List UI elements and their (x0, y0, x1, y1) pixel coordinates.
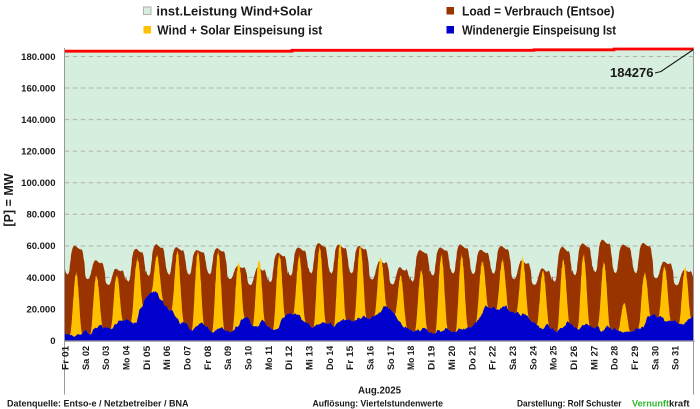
svg-text:Fr 08: Fr 08 (203, 346, 213, 370)
svg-text:Fr 22: Fr 22 (488, 346, 498, 370)
svg-text:Di 26: Di 26 (569, 346, 579, 370)
svg-text:Sa 23: Sa 23 (508, 346, 518, 370)
svg-text:Mo 18: Mo 18 (406, 346, 416, 370)
svg-text:Mi 27: Mi 27 (589, 346, 599, 370)
svg-text:Sa 02: Sa 02 (81, 346, 91, 370)
svg-text:inst.Leistung Wind+Solar: inst.Leistung Wind+Solar (156, 3, 312, 18)
svg-text:Datenquelle: Entso-e / Netzb: Datenquelle: Entso-e / Netzbetreiber / B… (7, 398, 189, 408)
svg-text:40.000: 40.000 (26, 273, 55, 284)
svg-text:80.000: 80.000 (26, 210, 55, 221)
svg-text:Fr 01: Fr 01 (60, 346, 70, 370)
svg-text:kraft: kraft (669, 398, 690, 408)
svg-text:140.000: 140.000 (21, 115, 55, 126)
svg-text:Mo 11: Mo 11 (264, 346, 274, 370)
svg-text:Auflösung: Viertelstundenwerte: Auflösung: Viertelstundenwerte (313, 398, 444, 408)
svg-text:20.000: 20.000 (26, 304, 55, 315)
svg-text:Wind + Solar Einspeisung ist: Wind + Solar Einspeisung ist (157, 22, 323, 37)
svg-text:Do 21: Do 21 (467, 346, 477, 370)
svg-text:Sa 16: Sa 16 (366, 346, 376, 370)
svg-text:Darstellung: Rolf Schuster: Darstellung: Rolf Schuster (517, 398, 622, 408)
svg-text:Load = Verbrauch (Entsoe): Load = Verbrauch (Entsoe) (462, 3, 615, 18)
svg-text:Mi 06: Mi 06 (162, 346, 172, 370)
svg-text:Sa 30: Sa 30 (650, 346, 660, 370)
svg-text:Do 14: Do 14 (325, 346, 335, 370)
svg-text:60.000: 60.000 (26, 241, 55, 252)
svg-text:So 03: So 03 (101, 346, 111, 370)
svg-text:Mo 25: Mo 25 (549, 346, 559, 370)
svg-text:Sa 09: Sa 09 (223, 346, 233, 370)
svg-text:180.000: 180.000 (21, 52, 55, 63)
svg-text:Di 05: Di 05 (142, 346, 152, 370)
svg-text:Do 07: Do 07 (183, 346, 193, 370)
svg-text:So 10: So 10 (244, 346, 254, 370)
svg-text:Mo 04: Mo 04 (122, 346, 132, 370)
svg-text:Fr 29: Fr 29 (630, 346, 640, 370)
svg-text:Aug.2025: Aug.2025 (358, 385, 402, 396)
svg-text:Di 19: Di 19 (427, 346, 437, 370)
svg-text:Do 28: Do 28 (610, 346, 620, 370)
svg-text:Mi 20: Mi 20 (447, 346, 457, 370)
svg-text:So 31: So 31 (671, 346, 681, 370)
svg-text:So 24: So 24 (528, 346, 538, 370)
svg-text:160.000: 160.000 (21, 84, 55, 95)
svg-text:[P] = MW: [P] = MW (2, 173, 16, 226)
svg-text:120.000: 120.000 (21, 147, 55, 158)
svg-text:184276: 184276 (610, 66, 654, 80)
svg-text:100.000: 100.000 (21, 178, 55, 189)
svg-text:Vernunft: Vernunft (632, 398, 669, 408)
svg-text:Mi 13: Mi 13 (305, 346, 315, 370)
svg-text:Di 12: Di 12 (284, 346, 294, 370)
svg-text:Fr 15: Fr 15 (345, 346, 355, 370)
svg-text:0: 0 (50, 336, 55, 347)
svg-text:Windenergie Einspeisung Ist: Windenergie Einspeisung Ist (462, 22, 617, 37)
svg-text:So 17: So 17 (386, 346, 396, 370)
